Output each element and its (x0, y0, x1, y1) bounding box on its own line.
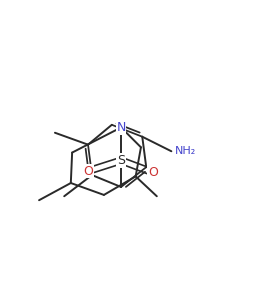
Text: O: O (83, 165, 93, 178)
Text: N: N (117, 121, 126, 134)
Text: NH₂: NH₂ (175, 146, 197, 156)
Text: S: S (117, 154, 125, 167)
Text: O: O (148, 166, 158, 179)
